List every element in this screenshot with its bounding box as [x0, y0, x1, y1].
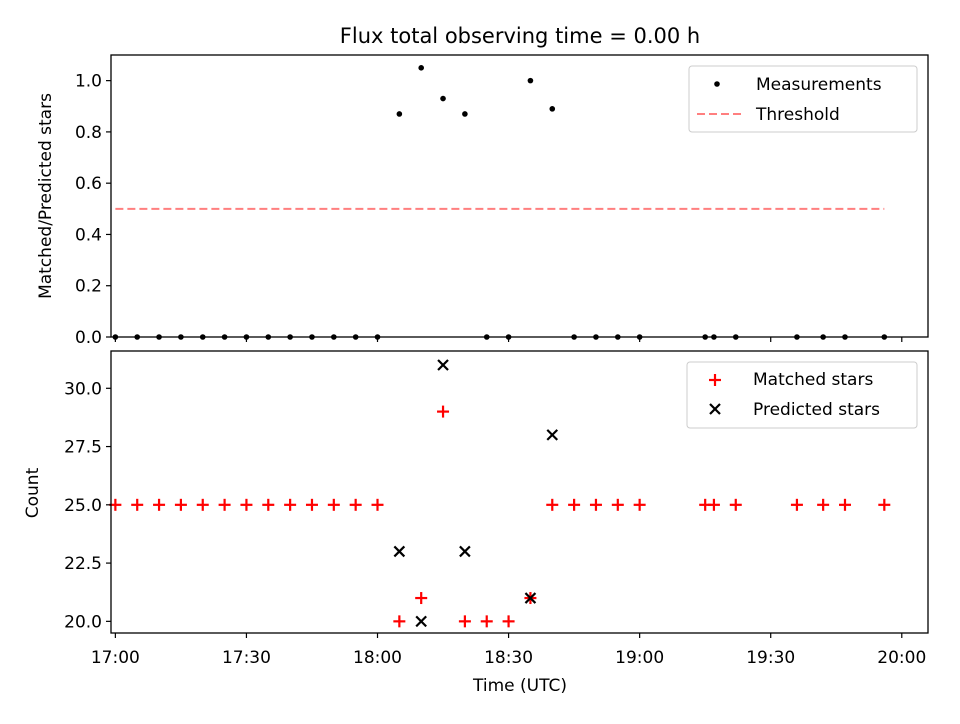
- legend-label-threshold: Threshold: [755, 105, 840, 125]
- predicted-star-point: [393, 545, 406, 558]
- matched-star-point: [729, 498, 742, 511]
- legend-label-matched-stars: Matched stars: [753, 370, 873, 390]
- top-y-tick-label: 0.8: [75, 123, 102, 143]
- matched-star-point: [502, 615, 515, 628]
- matched-star-point: [371, 498, 384, 511]
- x-tick-label: 19:30: [746, 648, 795, 668]
- top-y-tick-label: 0.2: [75, 277, 102, 297]
- legend-marker-measurements: [714, 81, 720, 87]
- top-x-ticks: [114, 337, 903, 342]
- measurement-point: [549, 106, 556, 112]
- x-tick-label: 20:00: [877, 648, 926, 668]
- bottom-y-tick-label: 20.0: [64, 612, 102, 632]
- matched-star-point: [817, 498, 830, 511]
- predicted-star-point: [437, 359, 449, 371]
- measurement-point: [462, 111, 468, 117]
- x-axis-label: Time (UTC): [472, 676, 567, 696]
- top-legend: Measurements Threshold: [688, 65, 918, 133]
- bottom-y-axis-label: Count: [23, 467, 43, 518]
- bottom-panel: 20.0 22.5 25.0 27.5 30.0 17:00 17:30 18:00 18:3…: [23, 350, 929, 696]
- matched-star-point: [284, 498, 297, 511]
- matched-star-point: [415, 592, 428, 605]
- top-panel: 0.0 0.2 0.4 0.6 0.8 1.0 Matched/Predicted sta…: [36, 54, 929, 348]
- matched-star-point: [589, 498, 602, 511]
- matched-star-point: [393, 615, 406, 628]
- x-tick-label: 19:00: [615, 648, 664, 668]
- matched-star-point: [437, 405, 450, 418]
- bottom-y-tick-label: 27.5: [64, 438, 102, 458]
- bottom-legend: Matched stars Predicted stars: [686, 361, 918, 429]
- matched-star-point: [568, 498, 581, 511]
- predicted-star-point: [524, 592, 537, 604]
- matched-star-point: [458, 615, 471, 628]
- x-tick-label: 17:00: [91, 648, 140, 668]
- measurement-point: [418, 65, 424, 71]
- x-tick-label: 18:30: [484, 648, 533, 668]
- bottom-y-ticks: 20.0 22.5 25.0 27.5 30.0: [64, 379, 111, 632]
- bottom-x-ticks: 17:00 17:30 18:00 18:30 19:00 19:30 20:00: [91, 633, 926, 668]
- matched-star-point: [546, 498, 559, 511]
- bottom-axes-frame: [110, 350, 929, 634]
- chart-title: Flux total observing time = 0.00 h: [340, 24, 700, 48]
- matched-star-point: [153, 498, 166, 511]
- top-y-tick-label: 0.6: [75, 174, 102, 194]
- x-tick-label: 17:30: [222, 648, 271, 668]
- matched-star-point: [633, 498, 646, 511]
- matched-star-point: [218, 498, 231, 511]
- top-y-axis-label: Matched/Predicted stars: [36, 93, 56, 299]
- measurement-point: [396, 111, 403, 117]
- x-tick-label: 18:00: [353, 648, 402, 668]
- bottom-legend-box: [686, 361, 918, 429]
- matched-star-point: [349, 498, 362, 511]
- top-y-ticks: 0.0 0.2 0.4 0.6 0.8 1.0: [75, 72, 111, 348]
- matched-star-point: [707, 498, 720, 511]
- matched-star-point: [174, 498, 187, 511]
- predicted-star-point: [459, 545, 471, 558]
- legend-label-predicted-stars: Predicted stars: [753, 400, 880, 420]
- matched-star-point: [838, 498, 851, 511]
- matched-star-point: [611, 498, 624, 511]
- predicted-star-point: [546, 429, 559, 441]
- bottom-y-tick-label: 30.0: [64, 379, 102, 399]
- bottom-marks: [109, 359, 891, 628]
- matched-star-point: [480, 615, 493, 628]
- bottom-y-tick-label: 22.5: [64, 554, 102, 574]
- top-axes-frame: [110, 54, 929, 338]
- matched-star-point: [305, 498, 318, 511]
- matched-star-point: [262, 498, 275, 511]
- matched-star-point: [196, 498, 209, 511]
- predicted-star-point: [415, 615, 427, 628]
- matched-star-point: [240, 498, 253, 511]
- legend-marker-predicted-stars: [709, 403, 721, 415]
- measurement-point: [527, 77, 534, 84]
- top-y-tick-label: 0.4: [75, 225, 102, 245]
- legend-marker-matched-stars: [709, 374, 721, 386]
- matched-star-point: [327, 498, 340, 511]
- top-y-tick-label: 1.0: [75, 72, 102, 92]
- top-legend-box: [688, 65, 918, 133]
- matched-star-point: [131, 498, 144, 511]
- measurement-point: [440, 95, 446, 102]
- matched-star-point: [790, 498, 803, 511]
- bottom-y-tick-label: 25.0: [64, 496, 102, 516]
- matched-star-point: [878, 498, 891, 511]
- legend-label-measurements: Measurements: [756, 75, 882, 95]
- top-y-tick-label: 0.0: [75, 328, 102, 348]
